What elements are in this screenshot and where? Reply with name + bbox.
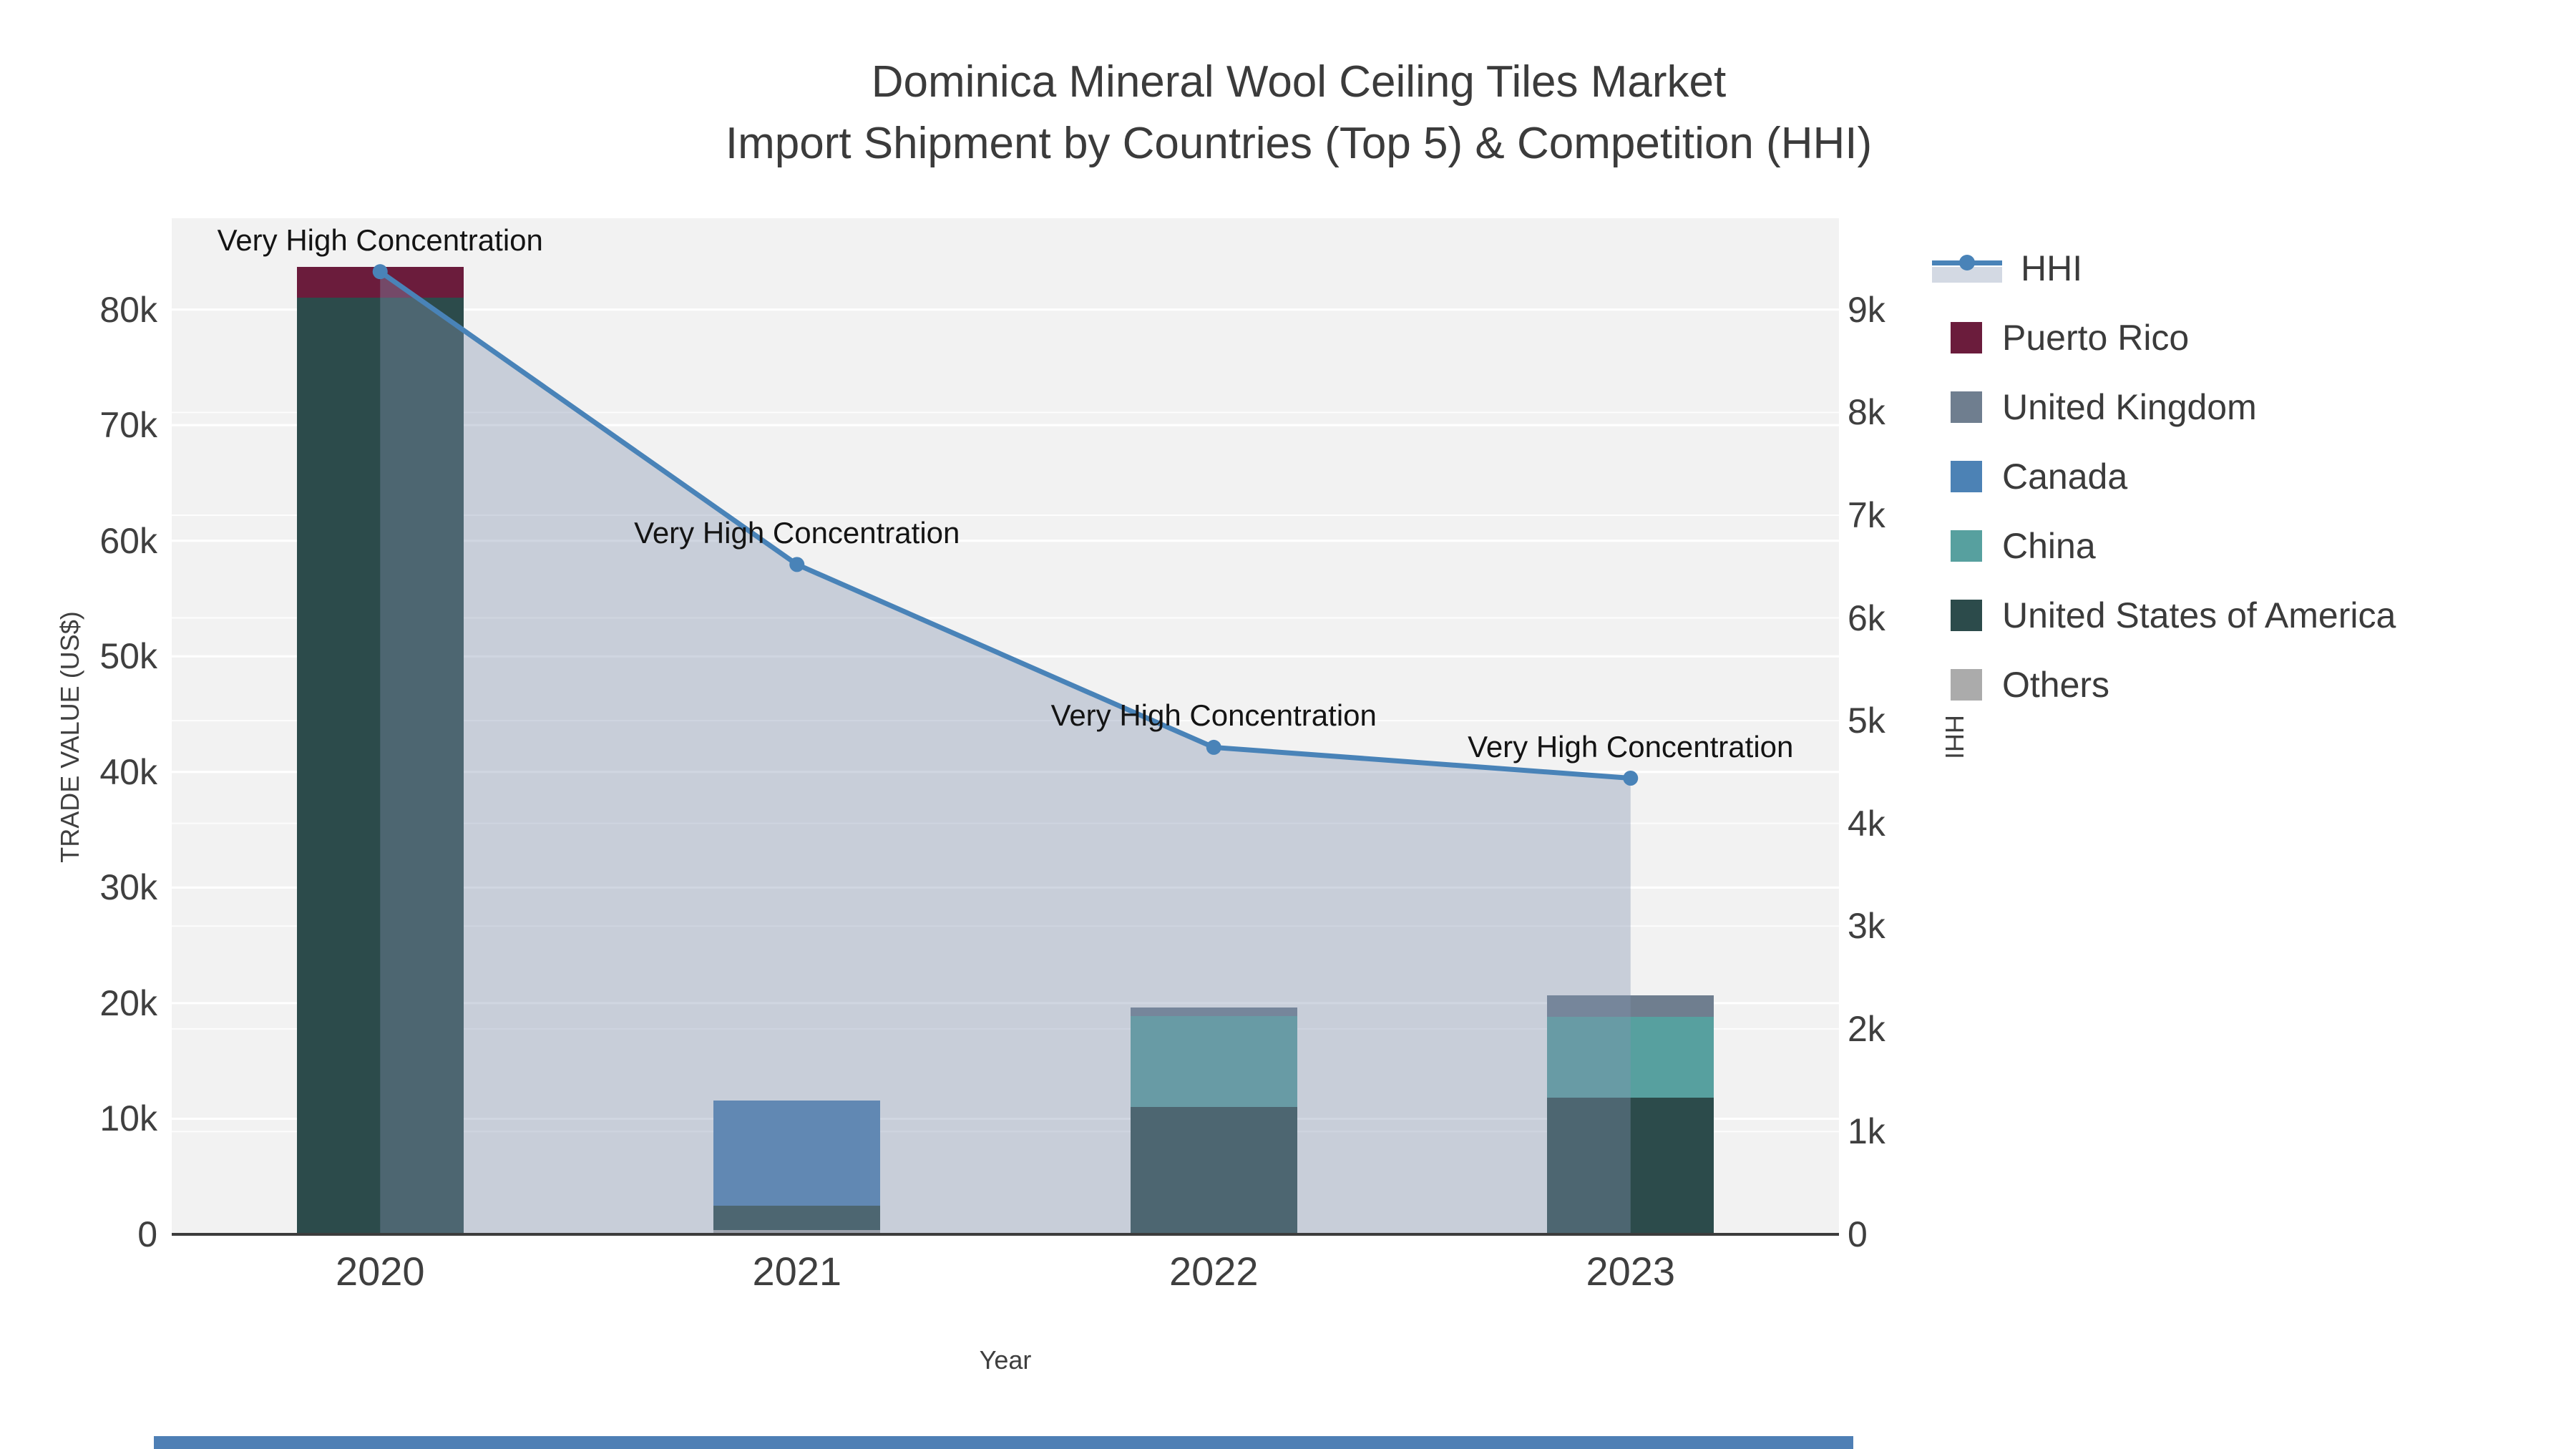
bottom-accent-strip	[154, 1436, 1853, 1449]
legend-label: United Kingdom	[2002, 386, 2257, 427]
hhi-marker-2023[interactable]	[1623, 771, 1639, 786]
y-left-tick-70k: 70k	[99, 405, 157, 446]
legend-item-others[interactable]: Others	[1932, 650, 2396, 719]
annotation-2023: Very High Concentration	[1468, 729, 1794, 763]
y-right-tick-4k: 4k	[1848, 803, 1885, 844]
bar-segment-united-kingdom-2022[interactable]	[1130, 1008, 1297, 1016]
legend-item-canada[interactable]: Canada	[1932, 441, 2396, 511]
hhi-area-swatch	[1932, 266, 2002, 283]
x-axis-line	[172, 1233, 1839, 1236]
x-tick-2022: 2022	[1169, 1249, 1259, 1294]
bar-segment-others-2021[interactable]	[713, 1229, 881, 1234]
annotation-2020: Very High Concentration	[217, 223, 543, 257]
y-right-tick-5k: 5k	[1848, 701, 1885, 741]
x-tick-2020: 2020	[335, 1249, 425, 1294]
y-right-tick-6k: 6k	[1848, 597, 1885, 638]
annotation-2021: Very High Concentration	[634, 515, 960, 550]
legend-item-united-states-of-america[interactable]: United States of America	[1932, 580, 2396, 650]
y-axis-left-title: TRADE VALUE (US$)	[55, 611, 84, 863]
hhi-line	[379, 269, 1631, 781]
legend-label: United States of America	[2002, 595, 2396, 635]
y-right-tick-3k: 3k	[1848, 906, 1885, 947]
bar-segment-canada-2021[interactable]	[713, 1100, 881, 1206]
bar-segment-china-2022[interactable]	[1130, 1015, 1297, 1108]
hhi-line-layer	[372, 264, 1639, 1234]
legend-swatch-icon	[1951, 668, 1982, 701]
legend: HHI Puerto Rico United Kingdom Canada China U…	[1932, 233, 2396, 719]
hhi-marker-swatch	[1959, 254, 1975, 270]
hhi-marker-2022[interactable]	[1206, 739, 1221, 755]
bar-segment-united-states-of-america-2021[interactable]	[713, 1205, 881, 1230]
legend-label: Canada	[2002, 456, 2128, 497]
legend-label: Others	[2002, 664, 2110, 705]
y-left-tick-0: 0	[137, 1214, 157, 1254]
x-tick-2023: 2023	[1586, 1249, 1676, 1294]
legend-swatch-icon	[1951, 321, 1982, 353]
bar-segment-united-kingdom-2023[interactable]	[1547, 995, 1714, 1018]
bar-segment-united-states-of-america-2020[interactable]	[296, 298, 464, 1234]
legend-swatch-icon	[1951, 460, 1982, 492]
bar-segment-united-states-of-america-2022[interactable]	[1130, 1107, 1297, 1234]
y-right-tick-7k: 7k	[1848, 494, 1885, 535]
y-left-tick-60k: 60k	[99, 520, 157, 561]
y-left-tick-30k: 30k	[99, 867, 157, 908]
legend-label: China	[2002, 525, 2096, 566]
y-right-tick-0: 0	[1848, 1214, 1868, 1254]
legend-swatch-icon	[1951, 599, 1982, 631]
y-right-tick-9k: 9k	[1848, 289, 1885, 330]
y-axis-right-title: HHI	[1940, 715, 1969, 759]
hhi-marker-2020[interactable]	[372, 264, 388, 280]
hhi-marker-2021[interactable]	[789, 557, 805, 572]
y-right-tick-8k: 8k	[1848, 392, 1885, 433]
chart-title: Dominica Mineral Wool Ceiling Tiles Mark…	[0, 52, 2576, 175]
legend-label: Puerto Rico	[2002, 317, 2190, 358]
bar-segment-china-2023[interactable]	[1547, 1017, 1714, 1098]
x-tick-2021: 2021	[752, 1249, 842, 1294]
y-left-tick-20k: 20k	[99, 982, 157, 1023]
hhi-area-fill	[380, 271, 1631, 1234]
y-left-tick-10k: 10k	[99, 1098, 157, 1139]
legend-item-hhi[interactable]: HHI	[1932, 233, 2396, 303]
y-right-tick-2k: 2k	[1848, 1008, 1885, 1049]
x-axis-title: Year	[979, 1345, 1032, 1375]
bar-segment-united-states-of-america-2023[interactable]	[1547, 1098, 1714, 1234]
legend-item-china[interactable]: China	[1932, 511, 2396, 580]
legend-item-united-kingdom[interactable]: United Kingdom	[1932, 372, 2396, 441]
chart-title-line2: Import Shipment by Countries (Top 5) & C…	[725, 119, 1873, 168]
y-right-tick-1k: 1k	[1848, 1111, 1885, 1152]
chart-title-line1: Dominica Mineral Wool Ceiling Tiles Mark…	[871, 57, 1727, 107]
y-left-tick-40k: 40k	[99, 751, 157, 792]
hhi-legend-sample-icon	[1932, 251, 2002, 286]
annotation-2022: Very High Concentration	[1050, 698, 1377, 733]
legend-item-puerto-rico[interactable]: Puerto Rico	[1932, 303, 2396, 372]
legend-label: HHI	[2021, 248, 2083, 288]
y-left-tick-80k: 80k	[99, 289, 157, 330]
legend-swatch-icon	[1951, 391, 1982, 423]
y-left-tick-50k: 50k	[99, 636, 157, 677]
legend-swatch-icon	[1951, 530, 1982, 562]
